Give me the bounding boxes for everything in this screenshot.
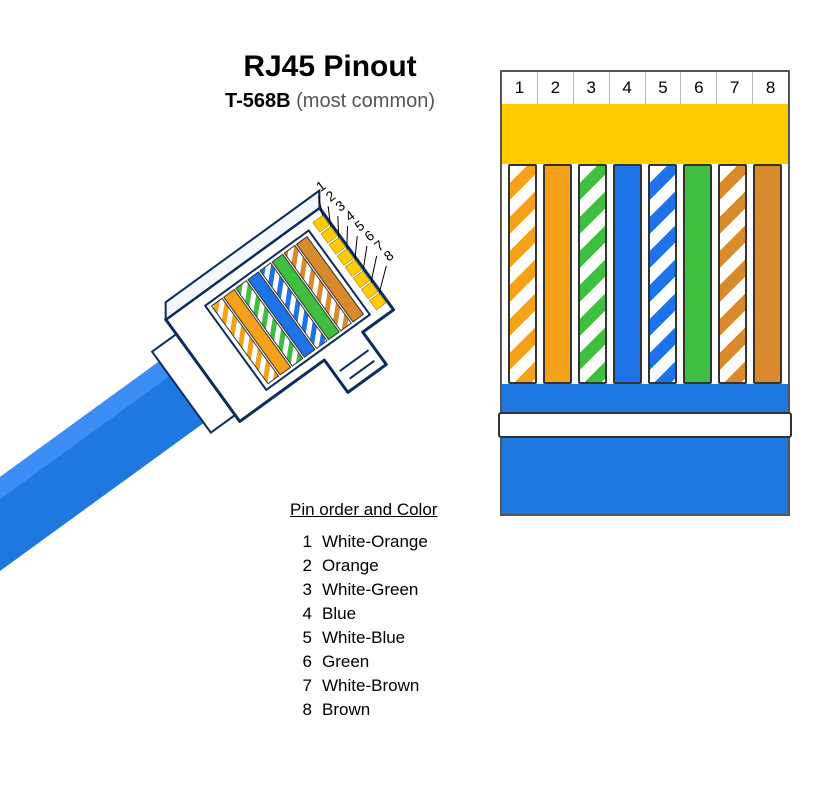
flat-pin-number: 4	[610, 72, 646, 104]
flat-pin-number: 3	[574, 72, 610, 104]
title-note: (most common)	[296, 90, 435, 112]
pin-row: 6Green	[290, 652, 437, 672]
pin-row: 5White-Blue	[290, 628, 437, 648]
flat-pin-number: 6	[681, 72, 717, 104]
flat-wire	[578, 164, 607, 384]
pin-list-heading-and: and	[364, 500, 392, 519]
pin-order-list: Pin order and Color 1White-Orange 2Orange…	[290, 500, 437, 724]
flat-contact	[574, 104, 610, 164]
pin-row: 3White-Green	[290, 580, 437, 600]
title-block: RJ45 Pinout T-568B (most common)	[200, 50, 460, 113]
svg-text:8: 8	[381, 247, 397, 265]
pin-row: 8Brown	[290, 700, 437, 720]
flat-pin-number: 8	[753, 72, 788, 104]
pin-row: 7White-Brown	[290, 676, 437, 696]
flat-jacket-band	[498, 412, 792, 438]
flat-wire	[683, 164, 712, 384]
pin-row: 4Blue	[290, 604, 437, 624]
flat-wires	[502, 164, 788, 384]
flat-contact	[538, 104, 574, 164]
flat-wire	[613, 164, 642, 384]
flat-pin-number: 7	[717, 72, 753, 104]
pin-list-heading: Pin order and Color	[290, 500, 437, 520]
flat-pin-number: 1	[502, 72, 538, 104]
flat-wire	[648, 164, 677, 384]
pin-list-heading-suffix: Color	[397, 500, 438, 519]
flat-pinout-chart: 12345678	[500, 70, 790, 516]
flat-pin-number: 2	[538, 72, 574, 104]
flat-jacket	[502, 384, 788, 514]
flat-wire	[543, 164, 572, 384]
flat-contact	[609, 104, 645, 164]
flat-contact	[681, 104, 717, 164]
title-main: RJ45 Pinout	[200, 50, 460, 84]
flat-contact	[717, 104, 753, 164]
flat-pin-numbers: 12345678	[502, 72, 788, 104]
flat-wire	[508, 164, 537, 384]
pin-row: 1White-Orange	[290, 532, 437, 552]
title-standard: T-568B	[225, 90, 291, 112]
pin-row: 2Orange	[290, 556, 437, 576]
flat-wire	[718, 164, 747, 384]
flat-contact	[752, 104, 788, 164]
flat-pin-number: 5	[646, 72, 682, 104]
flat-contact	[645, 104, 681, 164]
pin-list-heading-prefix: Pin order	[290, 500, 359, 519]
flat-wire	[753, 164, 782, 384]
flat-contacts	[502, 104, 788, 164]
flat-contact	[502, 104, 538, 164]
